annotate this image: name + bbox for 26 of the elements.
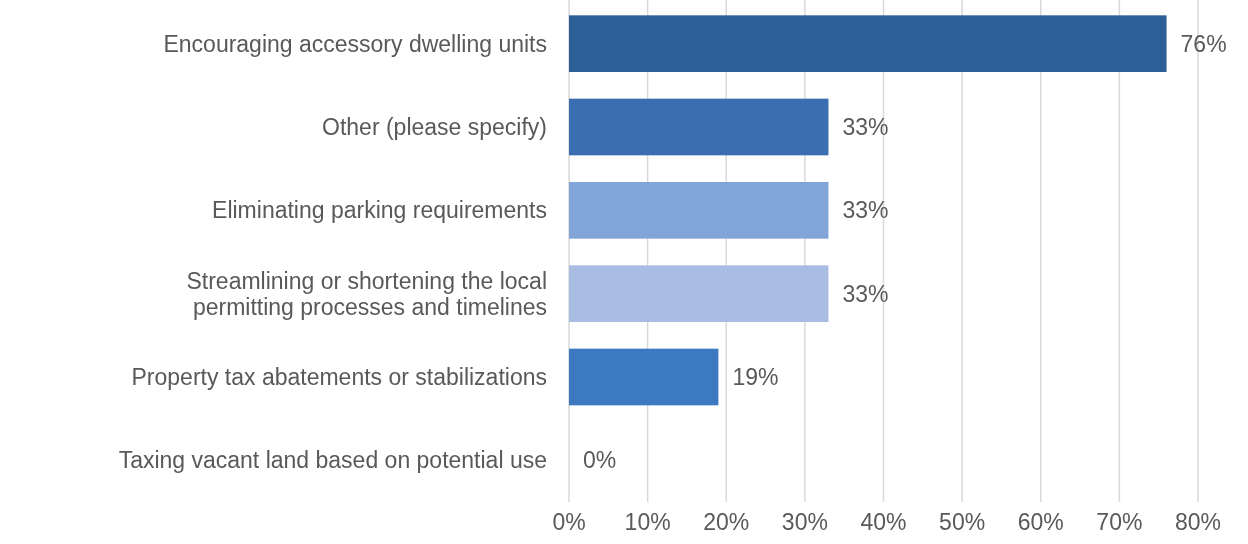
data-label: 33% <box>842 197 889 224</box>
x-tick-label: 30% <box>781 509 828 535</box>
y-tick-label: Streamlining or shortening the local permitting processes and timelines <box>186 267 547 320</box>
x-tick-label: 0% <box>552 509 586 535</box>
y-tick-label: Encouraging accessory dwelling units <box>163 30 547 57</box>
x-tick-label: 60% <box>1017 509 1064 535</box>
x-tick-label: 40% <box>860 509 907 535</box>
x-tick-label: 20% <box>703 509 750 535</box>
y-tick-label: Property tax abatements or stabilizations <box>131 364 547 391</box>
x-tick-label: 80% <box>1174 509 1222 535</box>
y-tick-label: Other (please specify) <box>322 114 547 141</box>
y-tick-label: Taxing vacant land based on potential use <box>118 447 547 474</box>
y-tick-label: Eliminating parking requirements <box>212 197 547 224</box>
x-tick-label: 50% <box>939 509 986 535</box>
x-tick-label: 10% <box>624 509 671 535</box>
data-label: 76% <box>1180 30 1227 57</box>
bar <box>569 182 829 239</box>
x-tick-label: 70% <box>1096 509 1143 535</box>
data-label: 33% <box>842 114 889 141</box>
bar <box>569 15 1167 72</box>
bar <box>569 265 829 322</box>
bar <box>569 348 719 406</box>
data-label: 19% <box>732 364 779 391</box>
data-label: 0% <box>583 447 617 474</box>
data-label: 33% <box>842 280 889 307</box>
bar <box>569 98 829 156</box>
